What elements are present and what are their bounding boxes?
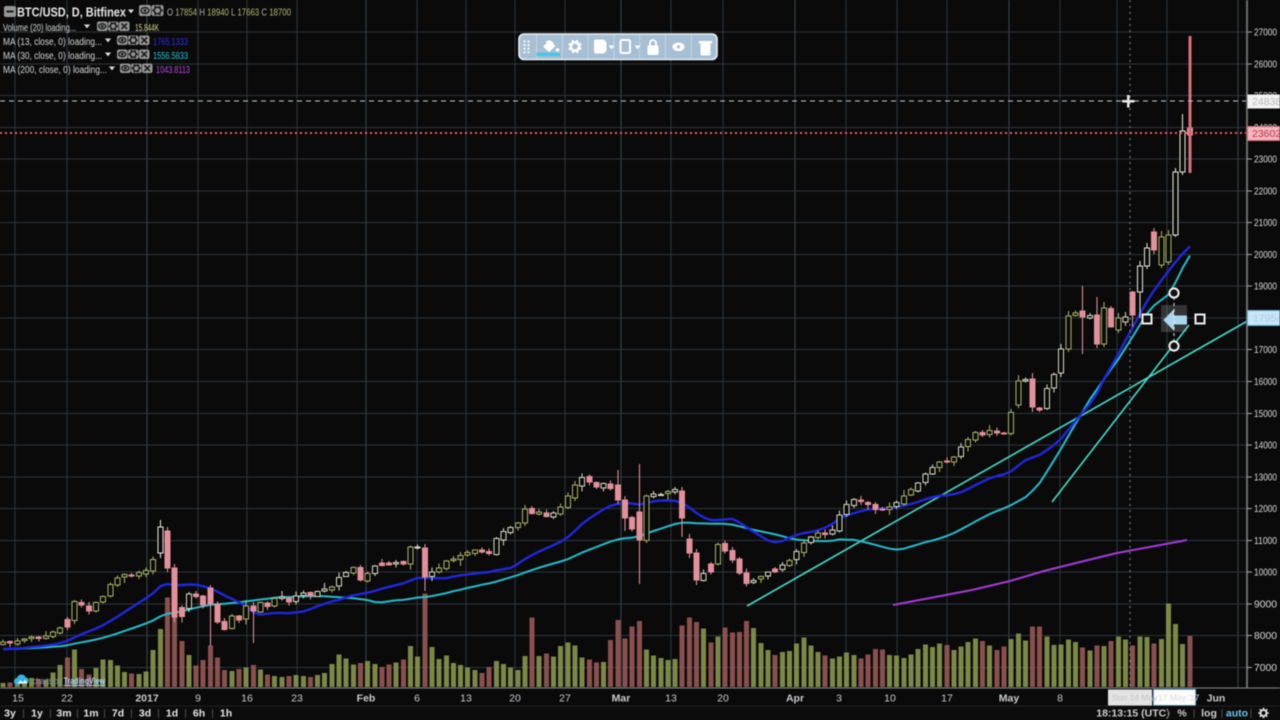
svg-text:3m: 3m: [56, 708, 71, 720]
svg-text:23: 23: [291, 693, 303, 705]
svg-text:13000: 13000: [1254, 472, 1277, 483]
svg-text:Jun: Jun: [1207, 693, 1226, 705]
svg-text:13: 13: [460, 693, 472, 705]
svg-text:20: 20: [717, 693, 729, 705]
svg-text:14000: 14000: [1254, 441, 1277, 452]
svg-text:1765.1333: 1765.1333: [153, 37, 188, 48]
svg-text:6h: 6h: [193, 708, 205, 720]
svg-text:16000: 16000: [1254, 377, 1277, 388]
svg-text:charts by TradingView: charts by TradingView: [33, 676, 105, 687]
svg-text:13: 13: [665, 693, 677, 705]
svg-text:27000: 27000: [1254, 28, 1277, 39]
svg-text:26000: 26000: [1254, 59, 1277, 70]
svg-text:17: 17: [941, 693, 953, 705]
svg-text:May: May: [999, 693, 1020, 705]
svg-text:7d: 7d: [112, 708, 124, 720]
svg-text:auto: auto: [1226, 708, 1248, 720]
svg-text:O 17854 H 18940 L 17663 C 1870: O 17854 H 18940 L 17663 C 18700: [167, 7, 291, 19]
svg-text:23602: 23602: [1252, 128, 1280, 140]
svg-text:10000: 10000: [1254, 568, 1277, 579]
svg-text:10: 10: [884, 693, 896, 705]
svg-text:8: 8: [1057, 693, 1063, 705]
svg-text:Volume (20) loading...: Volume (20) loading...: [3, 23, 76, 34]
svg-text:1h: 1h: [220, 708, 232, 720]
svg-text:1556.5833: 1556.5833: [153, 51, 188, 62]
svg-text:24838: 24838: [1252, 96, 1280, 108]
svg-text:18:13:15 (UTC): 18:13:15 (UTC): [1096, 708, 1170, 720]
svg-text:23000: 23000: [1254, 155, 1277, 166]
svg-text:20000: 20000: [1254, 250, 1277, 261]
svg-text:3y: 3y: [4, 708, 16, 720]
svg-text:2017: 2017: [135, 693, 159, 705]
svg-text:27: 27: [559, 693, 571, 705]
svg-text:19000: 19000: [1254, 282, 1277, 293]
svg-text:16: 16: [241, 693, 253, 705]
svg-text:3: 3: [836, 693, 842, 705]
svg-text:log: log: [1201, 708, 1217, 720]
svg-text:%: %: [1177, 708, 1187, 720]
svg-text:MA (200, close, 0) loading...: MA (200, close, 0) loading...: [3, 65, 107, 76]
svg-text:MA (13, close, 0) loading...: MA (13, close, 0) loading...: [3, 37, 102, 48]
svg-text:17954: 17954: [1253, 312, 1280, 324]
svg-text:1y: 1y: [31, 708, 43, 720]
svg-text:Sun 14 May: Sun 14 May: [1112, 693, 1158, 703]
svg-text:BTC/USD, D, Bitfinex: BTC/USD, D, Bitfinex: [17, 5, 127, 20]
svg-text:15000: 15000: [1254, 409, 1277, 420]
svg-text:1043.8113: 1043.8113: [156, 65, 190, 76]
svg-text:22000: 22000: [1254, 186, 1277, 197]
svg-text:12000: 12000: [1254, 504, 1277, 515]
svg-text:Feb: Feb: [357, 693, 376, 705]
svg-text:8000: 8000: [1254, 631, 1277, 642]
svg-text:17 May '17: 17 May '17: [1158, 693, 1200, 703]
svg-text:6: 6: [414, 693, 420, 705]
svg-text:1m: 1m: [83, 708, 98, 720]
svg-text:3d: 3d: [139, 708, 151, 720]
svg-text:1d: 1d: [166, 708, 178, 720]
svg-text:15.844K: 15.844K: [135, 23, 159, 34]
svg-text:9000: 9000: [1254, 599, 1277, 610]
svg-text:Mar: Mar: [612, 693, 631, 705]
svg-text:9: 9: [195, 693, 201, 705]
svg-text:Apr: Apr: [786, 693, 804, 705]
svg-text:11000: 11000: [1254, 536, 1277, 547]
svg-text:17000: 17000: [1254, 345, 1277, 356]
svg-text:15: 15: [12, 693, 24, 705]
svg-text:7000: 7000: [1254, 663, 1277, 674]
svg-text:20: 20: [509, 693, 521, 705]
svg-text:21000: 21000: [1254, 218, 1277, 229]
svg-text:22: 22: [61, 693, 73, 705]
svg-text:MA (30, close, 0) loading...: MA (30, close, 0) loading...: [3, 51, 102, 62]
